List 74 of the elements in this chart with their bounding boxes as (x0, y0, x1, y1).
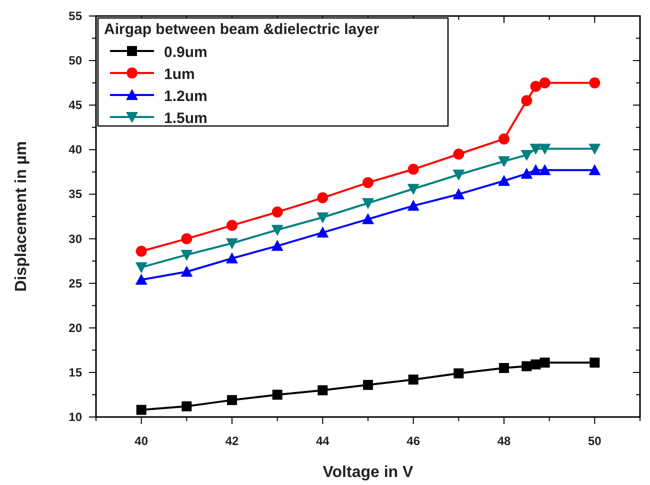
x-tick-label: 44 (316, 434, 330, 448)
point (530, 144, 542, 155)
y-tick-label: 15 (68, 365, 82, 380)
point (522, 361, 532, 372)
point (272, 390, 282, 400)
legend-label: 1.5um (164, 110, 208, 127)
point (454, 368, 464, 378)
y-tick-label: 45 (68, 98, 82, 112)
point (362, 177, 374, 188)
point (530, 164, 542, 176)
legend-title: Airgap between beam &dielectric layer (104, 21, 380, 38)
y-tick-label: 55 (68, 9, 82, 23)
x-tick-label: 46 (406, 434, 420, 448)
point (272, 206, 283, 218)
point (520, 150, 533, 162)
legend-label: 1um (164, 66, 195, 83)
y-tick-label: 20 (68, 320, 82, 335)
point (452, 188, 465, 200)
point (453, 148, 464, 160)
y-tick-label: 30 (68, 232, 82, 246)
point (538, 164, 551, 176)
point (180, 266, 193, 277)
point (452, 170, 465, 181)
point (407, 184, 420, 195)
point (520, 168, 533, 179)
point (540, 358, 550, 368)
legend-label: 1.2um (164, 88, 208, 105)
y-tick-label: 50 (68, 54, 82, 68)
y-axis-title: Displacement in µm (13, 141, 30, 292)
point (182, 401, 192, 412)
x-tick-label: 42 (225, 434, 239, 448)
y-tick-label: 25 (68, 276, 82, 290)
point (227, 395, 237, 406)
point (530, 80, 542, 92)
point (498, 133, 510, 144)
point (181, 233, 192, 244)
y-tick-label: 40 (68, 142, 82, 157)
point (498, 156, 510, 168)
point (271, 240, 284, 251)
point (408, 374, 418, 385)
point (539, 77, 550, 88)
point (588, 144, 601, 155)
point (136, 246, 147, 257)
x-axis-title: Voltage in V (322, 464, 414, 481)
point (408, 164, 419, 175)
point (180, 250, 193, 261)
y-tick-label: 10 (68, 410, 82, 424)
point (226, 252, 238, 264)
point (499, 362, 509, 373)
point (318, 385, 328, 396)
point (362, 213, 374, 224)
point (316, 226, 329, 238)
point (362, 198, 374, 210)
x-tick-label: 48 (497, 434, 511, 448)
point (226, 220, 238, 231)
point (317, 192, 328, 204)
point (271, 224, 284, 236)
point (363, 380, 373, 390)
point (135, 274, 148, 285)
point (136, 404, 146, 415)
point (590, 358, 600, 368)
point (407, 200, 420, 211)
y-tick-label: 35 (68, 187, 82, 202)
point (226, 238, 238, 250)
x-tick-label: 40 (134, 434, 148, 448)
point (588, 164, 601, 176)
point (316, 212, 329, 224)
x-tick-label: 50 (588, 434, 602, 448)
point (521, 95, 532, 106)
point (589, 77, 600, 88)
point (135, 262, 148, 274)
legend-label: 0.9um (164, 44, 208, 61)
point (538, 144, 551, 155)
point (498, 174, 510, 186)
